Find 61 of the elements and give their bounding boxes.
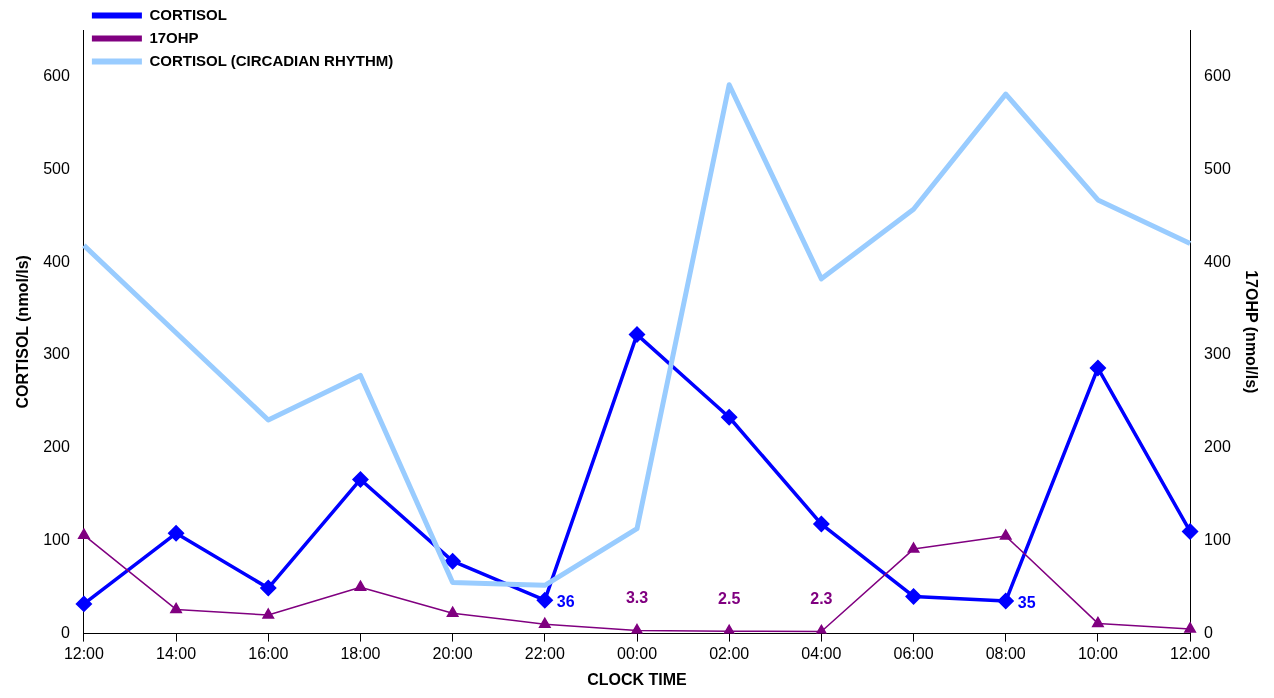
point — [1182, 523, 1198, 540]
y-tick-label: 0 — [60, 624, 70, 642]
point — [77, 528, 90, 539]
point — [905, 588, 922, 605]
point — [721, 409, 737, 425]
y2-tick-label: 100 — [1204, 531, 1231, 549]
y2-axis-title: 17OHP (nmol/ls) — [1242, 270, 1260, 394]
x-tick-label: 02:00 — [709, 644, 750, 662]
x-tick-label: 00:00 — [616, 644, 658, 662]
y2-tick-label: 500 — [1204, 159, 1231, 177]
point — [260, 580, 277, 596]
x-tick-label: 18:00 — [340, 644, 381, 662]
point — [170, 602, 183, 614]
point — [262, 608, 275, 619]
x-tick-label: 14:00 — [156, 644, 197, 662]
point — [354, 580, 367, 591]
x-tick-label: 10:00 — [1077, 644, 1119, 662]
x-tick-label: 12:00 — [63, 644, 105, 662]
data-label: 3.3 — [625, 588, 649, 606]
x-axis-title: CLOCK TIME — [587, 670, 688, 688]
point — [907, 542, 920, 553]
point — [537, 592, 553, 608]
y-tick-label: 300 — [43, 345, 70, 363]
y-tick-label: 400 — [43, 252, 70, 270]
y2-tick-label: 0 — [1204, 624, 1214, 642]
point — [1091, 616, 1104, 628]
y2-tick-label: 200 — [1204, 438, 1231, 456]
point — [1184, 622, 1197, 633]
x-tick-label: 16:00 — [248, 644, 289, 662]
y-tick-label: 200 — [43, 438, 70, 456]
x-tick-label: 12:00 — [1170, 644, 1211, 662]
x-tick-label: 22:00 — [524, 644, 565, 662]
point — [352, 471, 369, 488]
point — [76, 596, 92, 612]
point — [997, 593, 1014, 609]
legend-label: 17OHP — [149, 28, 199, 46]
y2-tick-label: 400 — [1204, 252, 1231, 270]
data-label: 35 — [1017, 593, 1036, 611]
x-tick-label: 04:00 — [801, 644, 842, 662]
legend-label: CORTISOL — [149, 5, 227, 23]
point — [999, 529, 1012, 540]
point — [813, 516, 830, 532]
y-axis-title: CORTISOL (nmol/ls) — [14, 255, 32, 409]
x-tick-label: 08:00 — [985, 644, 1026, 662]
point — [444, 553, 461, 569]
point — [629, 326, 645, 343]
data-label: 2.5 — [718, 589, 741, 607]
point — [446, 606, 459, 617]
legend-label: CORTISOL (CIRCADIAN RHYTHM) — [149, 51, 394, 69]
data-label: 36 — [556, 592, 575, 610]
y-tick-label: 100 — [43, 531, 70, 549]
y2-tick-label: 600 — [1204, 66, 1231, 84]
point — [168, 525, 184, 542]
data-label: 2.3 — [810, 589, 833, 607]
y2-tick-label: 300 — [1204, 345, 1231, 363]
y-tick-label: 500 — [43, 159, 70, 177]
x-tick-label: 20:00 — [432, 644, 473, 662]
x-tick-label: 06:00 — [893, 644, 934, 662]
point — [538, 617, 551, 629]
y-tick-label: 600 — [43, 66, 70, 84]
point — [1090, 360, 1106, 376]
